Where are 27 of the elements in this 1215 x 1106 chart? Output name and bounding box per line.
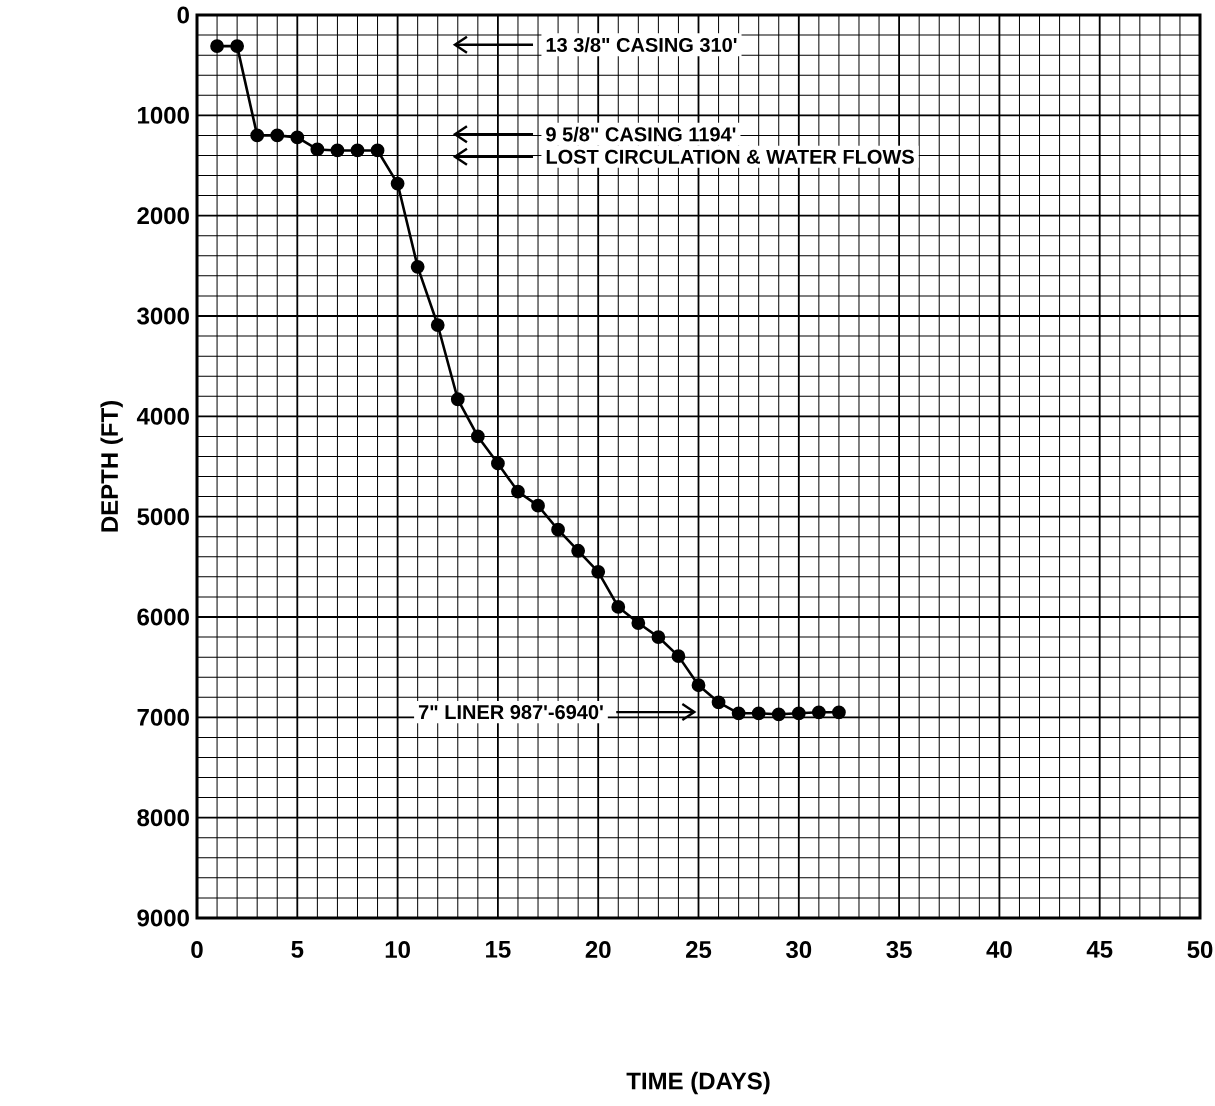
x-tick-label: 10 [385, 941, 410, 959]
x-tick-label: 40 [986, 941, 1012, 959]
y-tick-label: 4000 [136, 407, 189, 425]
x-tick-label: 15 [486, 941, 511, 958]
annotation: 13 3/8" CASING 310' [546, 37, 737, 53]
y-tick-label: 0 [177, 6, 189, 24]
x-tick-label: 0 [191, 941, 203, 959]
x-tick-label: 45 [1086, 941, 1113, 958]
y-tick-label: 1000 [138, 106, 189, 124]
y-tick-label: 2000 [137, 207, 189, 225]
annotation: 9 5/8" CASING 1194' [546, 126, 736, 142]
x-tick-label: 50 [1187, 941, 1213, 959]
x-tick-label: 5 [291, 941, 304, 958]
x-axis-title: TIME (DAYS) [626, 1071, 770, 1095]
x-tick-label: 35 [886, 941, 912, 959]
x-tick-label: 25 [686, 941, 712, 959]
annotation: 7" LINER 987'-6940' [418, 705, 603, 720]
y-tick-label: 8000 [137, 809, 189, 827]
y-tick-label: 5000 [137, 508, 189, 526]
y-tick-label: 9000 [137, 909, 189, 927]
y-tick-label: 3000 [137, 307, 189, 325]
annotation: LOST CIRCULATION & WATER FLOWS [546, 149, 914, 164]
y-axis-title: DEPTH (FT) [100, 401, 123, 532]
x-tick-label: 20 [585, 941, 611, 959]
x-tick-label: 30 [786, 941, 812, 959]
y-tick-label: 7000 [137, 708, 189, 726]
y-tick-label: 6000 [137, 608, 189, 626]
